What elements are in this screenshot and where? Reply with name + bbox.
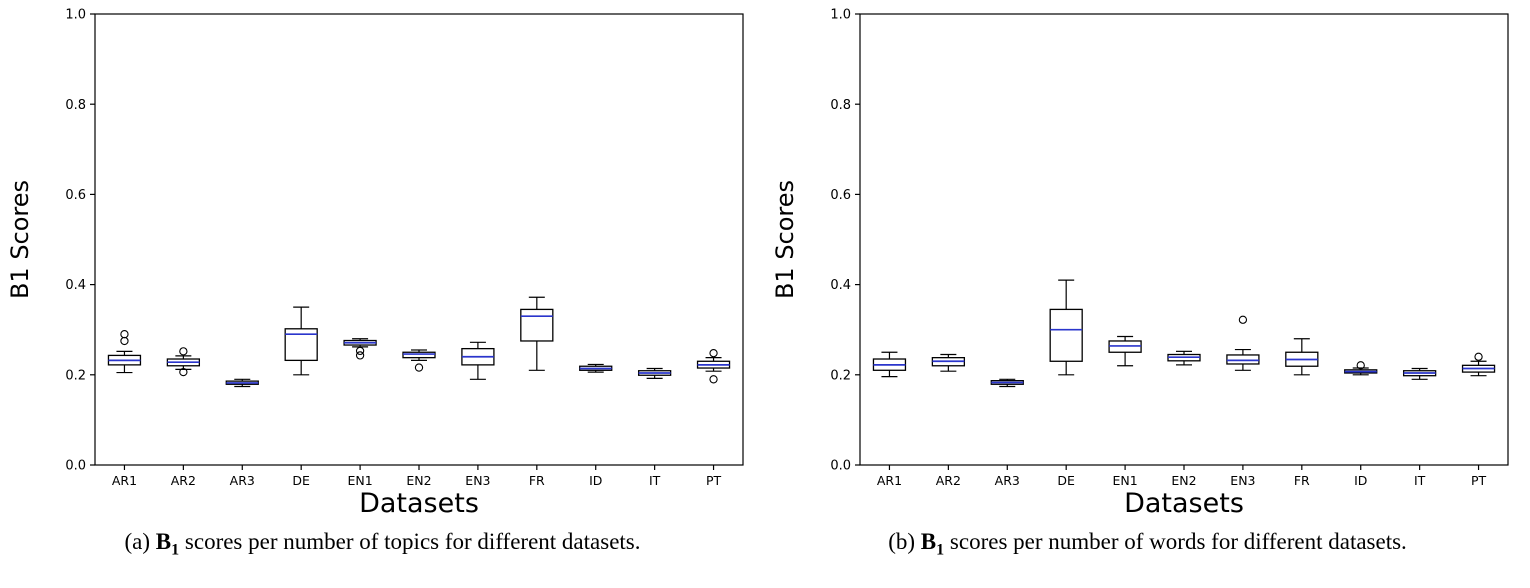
y-tick-label: 0.6 <box>830 188 851 203</box>
x-tick-label: EN1 <box>347 473 372 488</box>
outlier-point <box>1238 315 1248 324</box>
y-tick-label: 0.8 <box>830 98 851 113</box>
caption-a-term: B1 <box>155 529 180 559</box>
y-axis-label: B1 Scores <box>771 180 799 299</box>
y-axis: 0.0 0.2 0.4 0.6 0.8 1.0 <box>830 8 860 474</box>
box-IT <box>637 367 672 380</box>
x-tick-label: IT <box>1414 473 1426 488</box>
figure-b: 0.0 0.2 0.4 0.6 0.8 1.0 AR1 AR2 AR3 DE EN1 EN2 EN3 FR… <box>765 0 1530 560</box>
outlier-point <box>709 375 718 384</box>
axes-frame <box>859 13 1509 466</box>
y-axis-label: B1 Scores <box>6 180 34 299</box>
caption-b-label: (b) <box>888 529 916 554</box>
x-tick-label: AR1 <box>112 473 137 488</box>
outlier-point <box>709 349 718 358</box>
x-tick-label: EN3 <box>1230 473 1255 488</box>
outlier-point <box>355 351 365 360</box>
box-EN2 <box>402 349 436 372</box>
x-tick-label: PT <box>706 473 722 488</box>
y-tick-label: 0.0 <box>65 459 86 474</box>
x-tick-label: AR1 <box>877 473 902 488</box>
x-tick-label: FR <box>1294 473 1310 488</box>
x-tick-label: EN2 <box>1171 473 1196 488</box>
x-tick-label: ID <box>1354 473 1367 488</box>
y-tick-label: 0.6 <box>65 188 86 203</box>
box-EN2 <box>1167 350 1201 366</box>
caption-a-text: scores per number of topics for differen… <box>184 529 641 554</box>
iqr-box <box>520 308 554 342</box>
x-axis-label: Datasets <box>1124 488 1244 515</box>
outlier-point <box>1474 352 1483 361</box>
caption-b: (b) B1 scores per number of words for di… <box>765 529 1530 560</box>
x-tick-label: IT <box>649 473 661 488</box>
iqr-box <box>402 351 436 359</box>
boxplot-topics: 0.0 0.2 0.4 0.6 0.8 1.0 AR1 AR2 AR3 DE EN1 EN2 EN3 FR… <box>6 8 744 515</box>
box-AR2 <box>166 347 201 377</box>
x-tick-label: PT <box>1471 473 1487 488</box>
outlier-point <box>120 336 129 346</box>
x-tick-label: AR2 <box>936 473 961 488</box>
outlier-point <box>1356 361 1365 370</box>
box-EN1 <box>343 338 377 360</box>
boxplot-words: 0.0 0.2 0.4 0.6 0.8 1.0 AR1 AR2 AR3 DE EN1 EN2 EN3 FR… <box>771 8 1509 515</box>
outlier-point <box>355 346 365 356</box>
x-axis: AR1 AR2 AR3 DE EN1 EN2 EN3 FR ID IT PT <box>112 465 722 488</box>
box-AR3 <box>225 378 259 388</box>
iqr-box <box>1049 308 1083 362</box>
figure-a: 0.0 0.2 0.4 0.6 0.8 1.0 AR1 AR2 AR3 DE EN1 EN2 EN3 FR… <box>0 0 765 560</box>
box-EN3 <box>1226 315 1260 371</box>
box-AR1 <box>872 351 907 378</box>
y-tick-label: 0.2 <box>830 368 851 383</box>
box-AR1 <box>107 330 142 374</box>
y-tick-label: 0.8 <box>65 98 86 113</box>
x-tick-label: DE <box>292 473 310 488</box>
outlier-point <box>414 363 424 372</box>
x-axis: AR1 AR2 AR3 DE EN1 EN2 EN3 FR ID IT PT <box>877 465 1487 488</box>
box-PT <box>696 349 731 384</box>
y-tick-label: 0.2 <box>65 368 86 383</box>
x-axis-label: Datasets <box>359 488 479 515</box>
caption-b-term: B1 <box>920 529 945 559</box>
x-tick-label: DE <box>1057 473 1075 488</box>
box-AR3 <box>990 378 1024 388</box>
x-tick-label: EN1 <box>1112 473 1137 488</box>
iqr-box <box>1226 354 1260 365</box>
box-DE <box>1049 279 1083 376</box>
box-DE <box>284 306 318 376</box>
box-EN3 <box>461 341 495 380</box>
caption-a: (a) B1 scores per number of topics for d… <box>0 529 765 560</box>
box-FR <box>1285 338 1319 376</box>
y-tick-label: 1.0 <box>830 8 851 23</box>
y-tick-label: 0.4 <box>65 278 86 293</box>
y-tick-label: 0.0 <box>830 459 851 474</box>
x-tick-label: EN3 <box>465 473 490 488</box>
x-tick-label: AR2 <box>171 473 196 488</box>
outlier-point <box>179 347 188 356</box>
box-ID <box>579 363 613 373</box>
outlier-point <box>120 330 129 339</box>
y-axis: 0.0 0.2 0.4 0.6 0.8 1.0 <box>65 8 95 474</box>
y-tick-label: 1.0 <box>65 8 86 23</box>
x-tick-label: AR3 <box>230 473 255 488</box>
box-EN1 <box>1108 335 1142 367</box>
box-AR2 <box>931 353 966 372</box>
x-tick-label: AR3 <box>995 473 1020 488</box>
x-tick-label: FR <box>529 473 545 488</box>
box-ID <box>1344 361 1378 376</box>
box-IT <box>1402 367 1437 380</box>
box-PT <box>1461 352 1496 377</box>
caption-b-text: scores per number of words for different… <box>949 529 1407 554</box>
axes-frame <box>94 13 744 466</box>
x-tick-label: EN2 <box>406 473 431 488</box>
x-tick-label: ID <box>589 473 602 488</box>
caption-a-label: (a) <box>124 529 151 554</box>
box-FR <box>520 296 554 371</box>
charts-row: 0.0 0.2 0.4 0.6 0.8 1.0 AR1 AR2 AR3 DE EN1 EN2 EN3 FR… <box>0 0 1530 560</box>
outlier-point <box>179 367 188 377</box>
y-tick-label: 0.4 <box>830 278 851 293</box>
